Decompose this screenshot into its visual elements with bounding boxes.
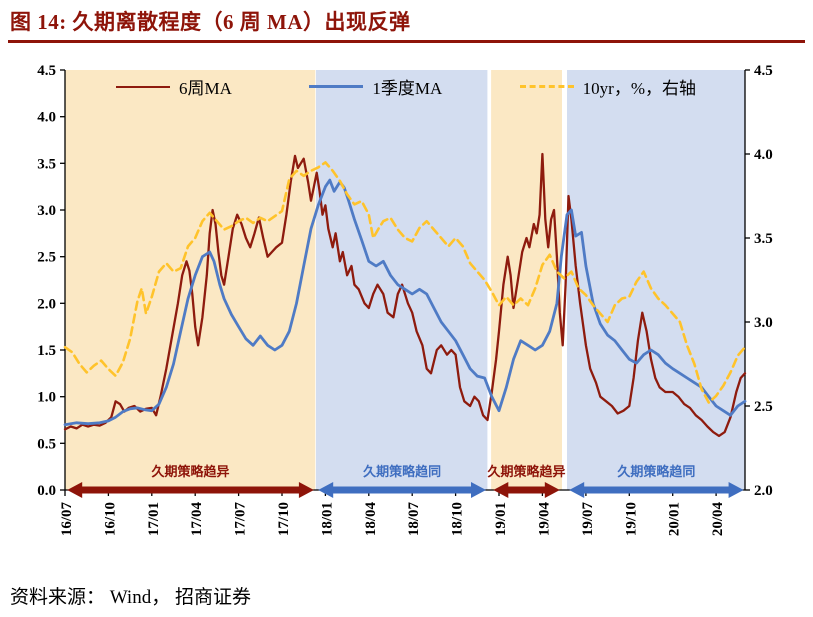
svg-text:2.5: 2.5 <box>37 250 56 266</box>
svg-text:19/04: 19/04 <box>536 502 552 537</box>
svg-text:1.5: 1.5 <box>37 343 56 359</box>
svg-text:20/01: 20/01 <box>667 502 683 536</box>
svg-text:2.0: 2.0 <box>37 296 56 312</box>
svg-text:16/10: 16/10 <box>102 502 118 536</box>
chart-canvas: 0.0 0.5 1.0 1.5 2.0 2.5 3.0 3.5 4.0 4.5 2.0 2.5 3.0 3… <box>37 63 773 537</box>
blue-line-sample-icon <box>309 85 364 88</box>
svg-text:久期策略趋异: 久期策略趋异 <box>151 464 229 479</box>
svg-text:久期策略趋同: 久期策略趋同 <box>363 464 441 479</box>
svg-text:17/07: 17/07 <box>233 502 249 537</box>
svg-text:17/04: 17/04 <box>189 502 205 537</box>
svg-text:19/01: 19/01 <box>493 502 509 536</box>
gold-dashed-line-sample-icon <box>519 85 574 88</box>
svg-text:3.0: 3.0 <box>754 315 773 331</box>
legend-item-6w-ma: 6周MA <box>116 74 232 99</box>
legend-item-10yr: 10yr，%，右轴 <box>519 74 696 99</box>
svg-text:3.5: 3.5 <box>754 231 773 247</box>
svg-text:18/10: 18/10 <box>450 502 466 536</box>
figure-title: 图 14: 久期离散程度（6 周 MA）出现反弹 <box>10 10 411 34</box>
legend-label-10yr: 10yr，%，右轴 <box>582 79 696 98</box>
svg-text:18/07: 18/07 <box>406 502 422 537</box>
svg-text:20/04: 20/04 <box>710 502 726 537</box>
svg-text:久期策略趋同: 久期策略趋同 <box>617 464 695 479</box>
svg-text:17/01: 17/01 <box>146 502 162 536</box>
svg-text:0.5: 0.5 <box>37 436 56 452</box>
svg-text:4.0: 4.0 <box>37 110 56 126</box>
svg-text:0.0: 0.0 <box>37 483 56 499</box>
svg-text:4.5: 4.5 <box>754 63 773 79</box>
svg-text:4.5: 4.5 <box>37 63 56 79</box>
svg-text:3.0: 3.0 <box>37 203 56 219</box>
svg-text:18/04: 18/04 <box>363 502 379 537</box>
svg-text:2.5: 2.5 <box>754 399 773 415</box>
svg-text:19/10: 19/10 <box>623 502 639 536</box>
chart-area: 0.0 0.5 1.0 1.5 2.0 2.5 3.0 3.5 4.0 4.5 2.0 2.5 3.0 3… <box>0 44 813 569</box>
legend-label-6w-ma: 6周MA <box>179 79 232 98</box>
chart-legend: 6周MA 1季度MA 10yr，%，右轴 <box>116 74 696 99</box>
title-divider-rule <box>8 40 805 43</box>
svg-text:19/07: 19/07 <box>580 502 596 537</box>
red-line-sample-icon <box>116 85 170 88</box>
svg-text:2.0: 2.0 <box>754 483 773 499</box>
svg-text:4.0: 4.0 <box>754 147 773 163</box>
svg-text:16/07: 16/07 <box>59 502 75 537</box>
svg-text:3.5: 3.5 <box>37 156 56 172</box>
svg-text:17/10: 17/10 <box>276 502 292 536</box>
legend-item-1q-ma: 1季度MA <box>309 74 442 99</box>
svg-text:18/01: 18/01 <box>319 502 335 536</box>
legend-label-1q-ma: 1季度MA <box>372 79 443 98</box>
data-source-note: 资料来源： Wind， 招商证券 <box>10 587 251 608</box>
svg-text:久期策略趋异: 久期策略趋异 <box>487 464 565 479</box>
svg-text:1.0: 1.0 <box>37 390 56 406</box>
